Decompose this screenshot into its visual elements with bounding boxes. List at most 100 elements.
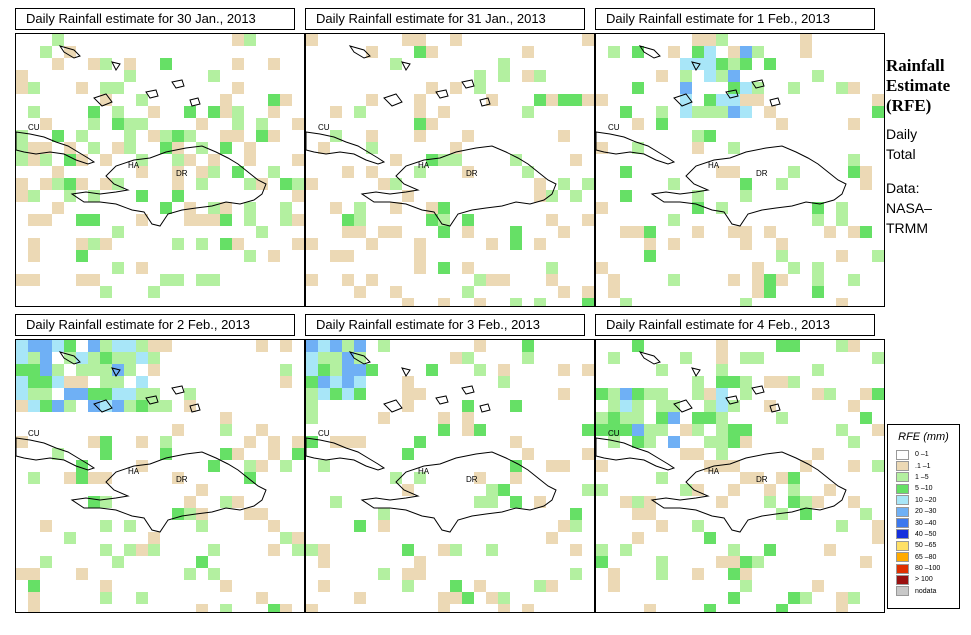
rainfall-cell (596, 94, 608, 106)
rainfall-cell (52, 166, 64, 178)
rainfall-cell (112, 352, 124, 364)
rainfall-cell (52, 34, 64, 46)
rainfall-cell (740, 94, 752, 106)
rainfall-cell (776, 340, 788, 352)
rainfall-cell (76, 130, 88, 142)
rainfall-cell (776, 508, 788, 520)
rainfall-cell (680, 106, 692, 118)
rainfall-cell (306, 376, 318, 388)
rainfall-cell (596, 544, 608, 556)
island-coastlines (638, 351, 781, 413)
rainfall-cell (704, 46, 716, 58)
rainfall-cell (196, 508, 208, 520)
panel-title: Daily Rainfall estimate for 1 Feb., 2013 (595, 8, 875, 30)
rainfall-cell (136, 592, 148, 604)
rainfall-cell (160, 436, 172, 448)
rainfall-cell (438, 604, 450, 612)
rainfall-cell (486, 544, 498, 556)
rainfall-cell (76, 388, 88, 400)
rainfall-cell (836, 592, 848, 604)
cuba-coastline (596, 131, 676, 165)
data-source-text: Data: NASA– TRMM (886, 178, 971, 238)
hispaniola-coastline (70, 145, 267, 227)
rainfall-cell (426, 364, 438, 376)
rainfall-cell (534, 580, 546, 592)
rainfall-cell (860, 226, 872, 238)
map-label-dominican-republic: DR (176, 475, 188, 484)
rainfall-cell (414, 118, 426, 130)
rainfall-cell (330, 130, 342, 142)
rainfall-cell (752, 262, 764, 274)
rainfall-cell (474, 340, 486, 352)
rainfall-cell (596, 388, 608, 400)
panel-title: Daily Rainfall estimate for 4 Feb., 2013 (595, 314, 875, 336)
legend-label: nodata (915, 587, 937, 595)
rainfall-cell (728, 70, 740, 82)
rainfall-cell (716, 352, 728, 364)
rainfall-cell (172, 274, 184, 286)
rainfall-cell (716, 376, 728, 388)
rainfall-cell (498, 364, 510, 376)
rainfall-cell (776, 472, 788, 484)
rainfall-cell (112, 142, 124, 154)
rainfall-cell (52, 58, 64, 70)
rainfall-cell (788, 496, 800, 508)
rainfall-cell (848, 592, 860, 604)
rainfall-cell (184, 130, 196, 142)
rainfall-cell (16, 82, 28, 94)
legend-swatch (896, 495, 909, 506)
rainfall-cell (596, 484, 608, 496)
rainfall-cell (52, 448, 64, 460)
rainfall-cell (354, 520, 366, 532)
rainfall-cell (402, 448, 414, 460)
rainfall-cell (292, 190, 304, 202)
rainfall-cell (644, 436, 656, 448)
rainfall-cell (680, 58, 692, 70)
rainfall-cell (136, 460, 148, 472)
legend-swatch (896, 506, 909, 517)
rainfall-cell (716, 424, 728, 436)
rainfall-cell (486, 496, 498, 508)
rainfall-cell (268, 520, 280, 532)
rainfall-cell (752, 274, 764, 286)
rainfall-cell (608, 580, 620, 592)
rainfall-cell (570, 520, 582, 532)
rainfall-cell (462, 262, 474, 274)
rainfall-cell (728, 274, 740, 286)
rainfall-cell (124, 340, 136, 352)
rainfall-cell (608, 388, 620, 400)
rainfall-cell (632, 400, 644, 412)
rainfall-cell (160, 130, 172, 142)
rainfall-cell (692, 388, 704, 400)
rainfall-cell (342, 214, 354, 226)
rainfall-cell (656, 388, 668, 400)
rainfall-cell (306, 178, 318, 190)
rainfall-cell (318, 556, 330, 568)
rainfall-cell (668, 238, 680, 250)
rainfall-cell (582, 298, 594, 306)
rainfall-cell (692, 568, 704, 580)
rainfall-cell (112, 262, 124, 274)
rainfall-cell (414, 250, 426, 262)
rainfall-cell (100, 238, 112, 250)
rainfall-cell (306, 274, 318, 286)
rainfall-cell (596, 412, 608, 424)
rainfall-cell (136, 400, 148, 412)
legend-item: 10 –20 (888, 495, 959, 506)
rainfall-cell (414, 262, 426, 274)
rainfall-cell (28, 106, 40, 118)
period-text: Daily Total (886, 124, 971, 164)
rainfall-cell (728, 568, 740, 580)
rainfall-cell (872, 532, 884, 544)
rainfall-cell (534, 496, 546, 508)
rainfall-cell (64, 532, 76, 544)
rainfall-cell (256, 226, 268, 238)
rainfall-cell (656, 520, 668, 532)
rainfall-cell (330, 202, 342, 214)
rainfall-cell (426, 214, 438, 226)
rainfall-cell (668, 400, 680, 412)
rainfall-cell (498, 58, 510, 70)
rainfall-cell (76, 250, 88, 262)
rainfall-cell (462, 592, 474, 604)
rainfall-cell (692, 412, 704, 424)
